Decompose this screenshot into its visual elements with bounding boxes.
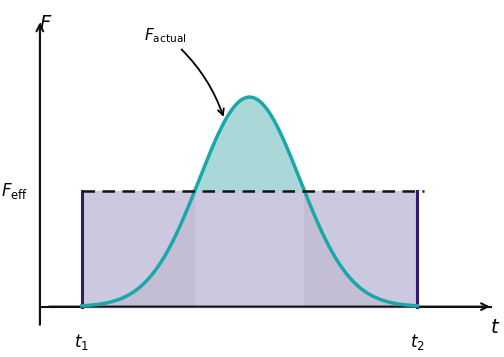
Text: $t_2$: $t_2$: [410, 332, 425, 352]
Text: $F_{\mathrm{eff}}$: $F_{\mathrm{eff}}$: [1, 181, 28, 201]
Text: $F$: $F$: [39, 14, 53, 33]
Text: $t$: $t$: [490, 318, 500, 337]
Text: $t_1$: $t_1$: [75, 332, 89, 352]
Text: $F_{\mathrm{actual}}$: $F_{\mathrm{actual}}$: [144, 26, 224, 115]
